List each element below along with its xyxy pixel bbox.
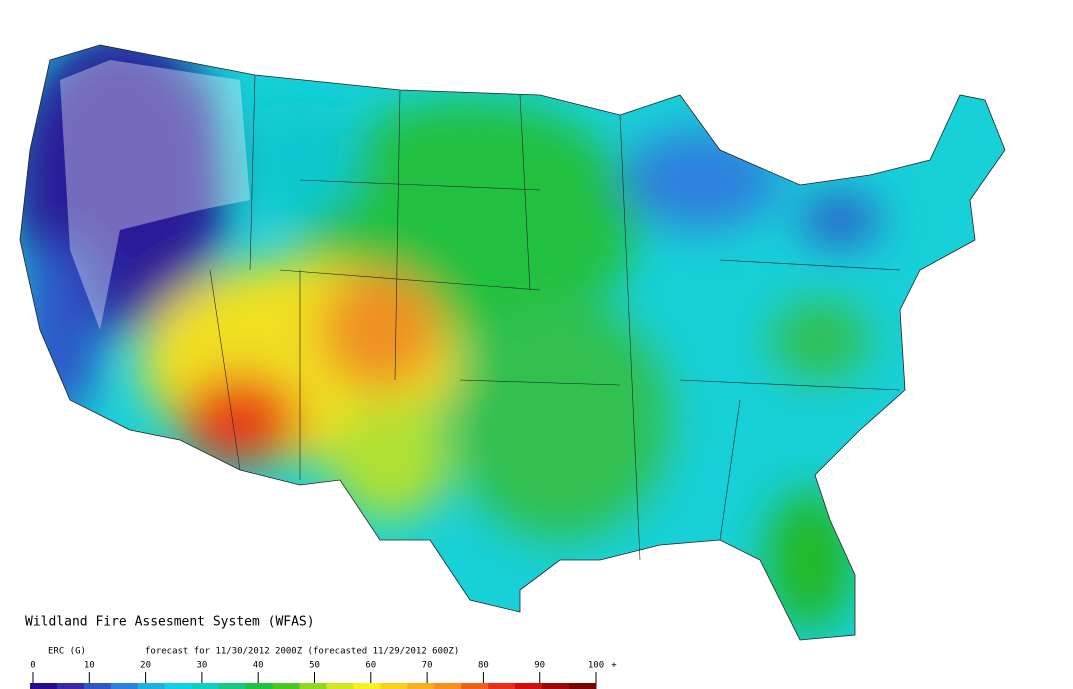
subtitle: forecast for 11/30/2012 2000Z (forecaste…: [145, 647, 459, 657]
colorbar-swatch: [353, 683, 381, 689]
legend-tick-label: 100: [588, 661, 604, 671]
legend-label: ERC (G): [48, 647, 86, 657]
colorbar-swatch: [164, 683, 193, 689]
colorbar-swatch: [218, 683, 247, 689]
colorbar-swatch: [30, 683, 58, 689]
colorbar-swatch: [299, 683, 327, 689]
colorbar-swatch: [110, 683, 139, 689]
colorbar-swatch: [407, 683, 435, 689]
us-outline: [19, 44, 1006, 641]
legend-tick-label: 30: [196, 661, 207, 671]
colorbar-swatch: [272, 683, 301, 689]
colorbar-swatch: [191, 683, 220, 689]
colorbar-swatch: [83, 683, 112, 689]
state-lines: [209, 74, 901, 561]
legend-tick-label: 20: [140, 661, 151, 671]
legend-tick-label: 60: [365, 661, 376, 671]
legend-tick-label: 50: [309, 661, 320, 671]
colorbar-swatch: [515, 683, 543, 689]
colorbar-swatch: [326, 683, 354, 689]
colorbar-swatch: [542, 683, 570, 689]
legend: 0 10 20 30 40 50 60 70 80 90 100 +: [30, 661, 617, 689]
colorbar-swatch: [380, 683, 408, 689]
legend-overflow: +: [611, 661, 617, 671]
title: Wildland Fire Assesment System (WFAS): [25, 615, 315, 630]
legend-tick-label: 90: [534, 661, 545, 671]
legend-tick-label: 0: [30, 661, 35, 671]
legend-tick-label: 80: [478, 661, 489, 671]
colorbar-swatch: [56, 683, 85, 689]
colorbar-swatch: [461, 683, 489, 689]
colorbar-swatch: [137, 683, 166, 689]
legend-tick-label: 40: [253, 661, 264, 671]
colorbar-swatch: [245, 683, 274, 689]
legend-tick-label: 10: [84, 661, 95, 671]
colorbar-swatch: [569, 683, 597, 689]
colorbar-swatch: [488, 683, 516, 689]
legend-tick-label: 70: [422, 661, 433, 671]
colorbar-swatch: [434, 683, 462, 689]
